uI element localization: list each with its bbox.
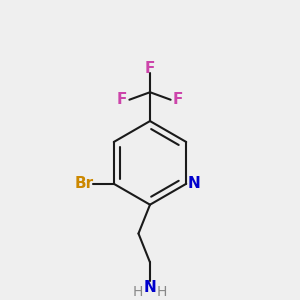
Text: H: H — [157, 285, 167, 299]
Text: F: F — [173, 92, 183, 107]
Text: F: F — [145, 61, 155, 76]
Text: N: N — [144, 280, 156, 295]
Text: F: F — [117, 92, 127, 107]
Text: Br: Br — [74, 176, 93, 191]
Text: N: N — [188, 176, 201, 191]
Text: H: H — [133, 285, 143, 299]
